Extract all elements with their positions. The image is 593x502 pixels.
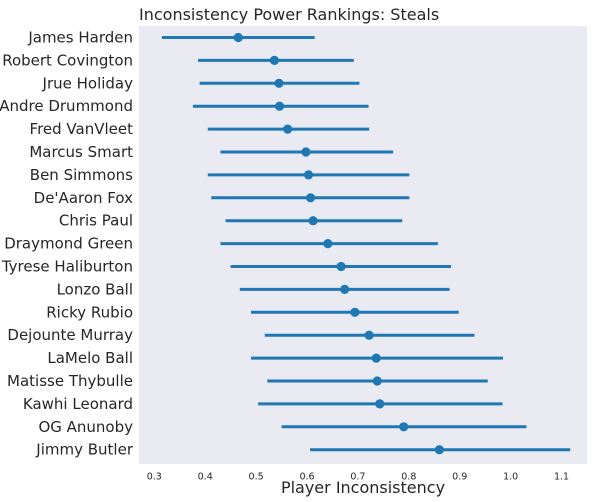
point-lamelo-ball [371,353,381,363]
point-andre-drummond [274,101,285,111]
point-marcus-smart [301,147,311,157]
y-tick-label-marcus-smart: Marcus Smart [29,143,133,161]
y-tick-label-dejounte-murray: Dejounte Murray [7,326,133,344]
chart-title: Inconsistency Power Rankings: Steals [139,5,439,24]
point-james-harden [233,32,243,43]
y-tick-label-matisse-thybulle: Matisse Thybulle [7,372,133,390]
point-draymond-green [323,239,333,249]
point-kawhi-leonard [375,399,385,409]
y-tick-label-kawhi-leonard: Kawhi Leonard [23,395,133,413]
point-ben-simmons [303,170,314,180]
y-tick-label-de-aaron-fox: De'Aaron Fox [34,189,133,207]
point-og-anunoby [399,422,409,432]
x-tick-label: 0.3 [147,471,162,482]
point-chris-paul [308,216,318,226]
y-tick-label-chris-paul: Chris Paul [59,212,133,230]
point-jimmy-butler [434,445,444,455]
y-tick-label-ricky-rubio: Ricky Rubio [46,303,133,321]
x-tick-labels: 0.3 0.4 0.5 0.6 0.7 0.8 0.9 1.0 1.1 [147,471,569,482]
data-points [233,32,444,455]
x-tick-label: 0.5 [249,471,264,482]
y-tick-label-lonzo-ball: Lonzo Ball [57,280,133,298]
y-tick-label-ben-simmons: Ben Simmons [30,166,133,184]
point-ricky-rubio [350,307,360,317]
x-axis-label: Player Inconsistency [281,478,445,497]
x-tick-label: 0.8 [401,471,416,482]
point-lonzo-ball [340,284,350,294]
y-tick-label-tyrese-haliburton: Tyrese Haliburton [1,258,133,276]
y-tick-label-draymond-green: Draymond Green [4,235,133,253]
x-tick-label: 0.4 [198,471,213,482]
x-tick-label: 0.7 [350,471,365,482]
y-tick-label-robert-covington: Robert Covington [2,51,133,69]
y-tick-label-fred-vanvleet: Fred VanVleet [30,120,134,138]
y-tick-label-lamelo-ball: LaMelo Ball [47,349,133,367]
y-tick-label-james-harden: James Harden [27,29,133,47]
point-tyrese-haliburton [336,261,346,272]
y-tick-label-og-anunoby: OG Anunoby [38,418,133,436]
point-de-aaron-fox [305,193,316,203]
y-tick-label-jrue-holiday: Jrue Holiday [42,74,134,92]
y-tick-labels: James Harden Robert Covington Jrue Holiday… [0,29,134,459]
point-fred-vanvleet [283,124,293,134]
x-tick-label: 0.9 [452,471,467,482]
x-tick-label: 1.1 [554,471,569,482]
point-dejounte-murray [364,330,374,340]
point-robert-covington [269,55,280,65]
point-matisse-thybulle [372,376,382,386]
y-tick-label-jimmy-butler: Jimmy Butler [35,441,134,459]
y-tick-label-andre-drummond: Andre Drummond [0,97,133,115]
x-tick-label: 0.6 [299,471,314,482]
point-jrue-holiday [274,78,284,88]
x-tick-label: 1.0 [503,471,518,482]
